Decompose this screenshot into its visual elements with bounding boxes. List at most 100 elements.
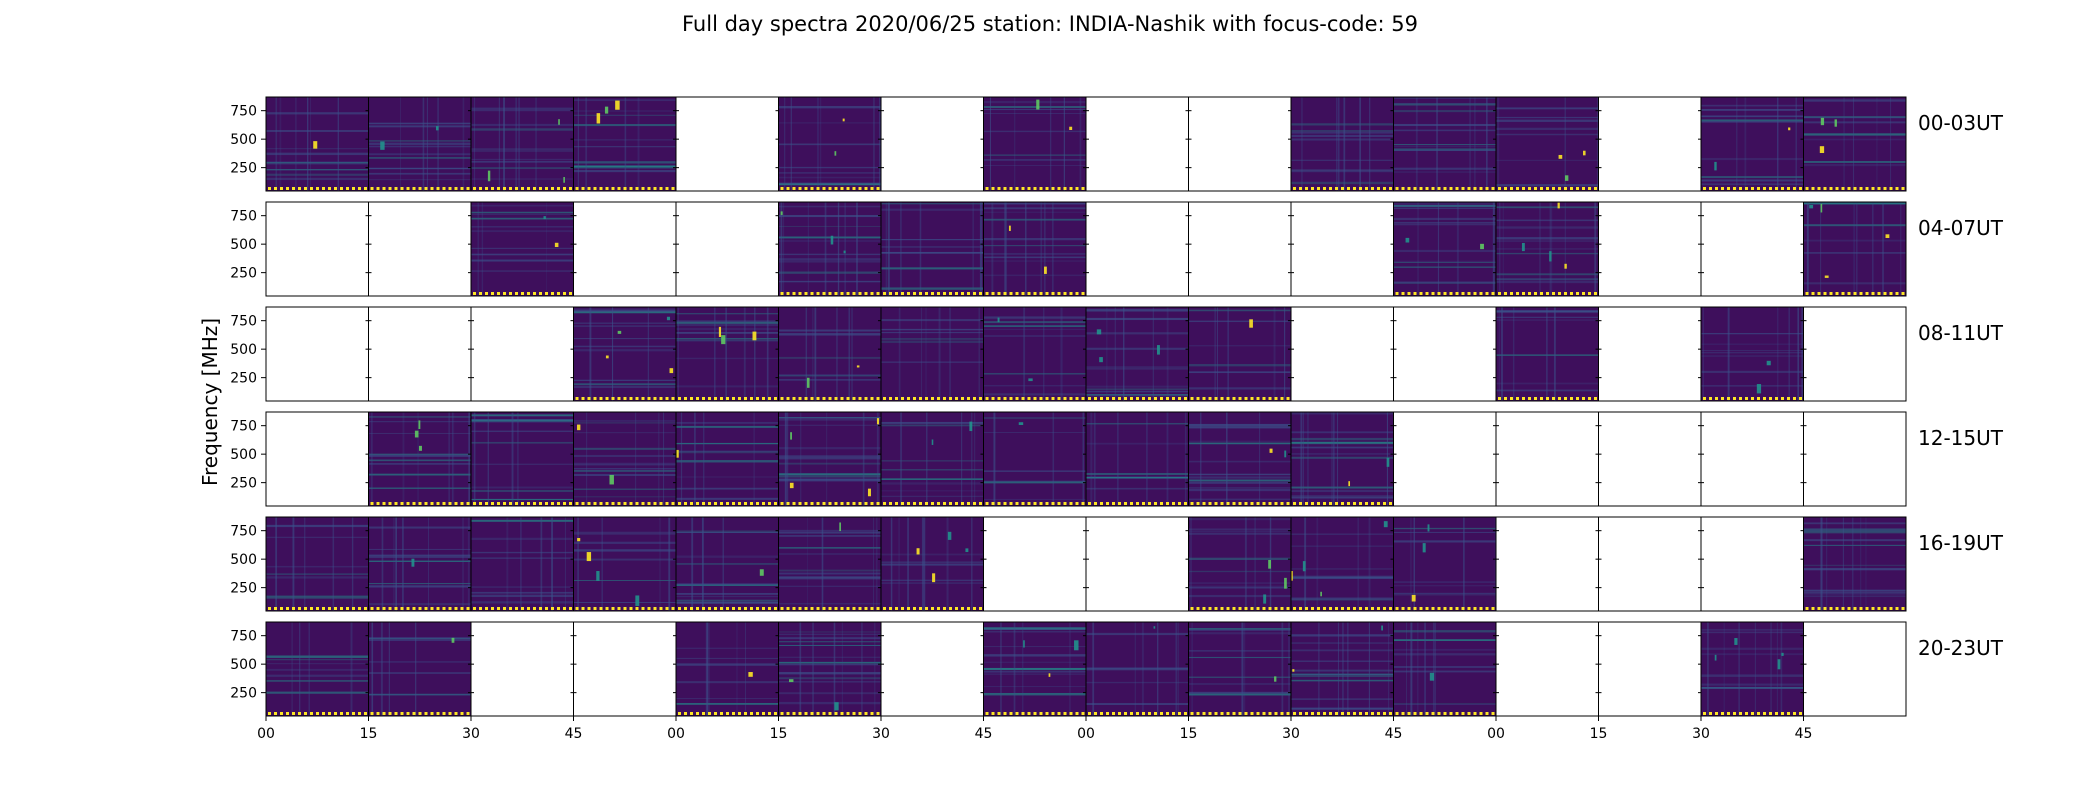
time-marker (864, 397, 868, 400)
time-marker (696, 502, 699, 505)
time-marker (1461, 187, 1465, 190)
time-marker (1021, 187, 1025, 190)
time-marker (1069, 712, 1073, 715)
spectrum-burst (605, 355, 609, 359)
time-marker (521, 292, 524, 295)
spectrum-panel (1086, 412, 1189, 506)
time-marker (1124, 397, 1127, 400)
time-marker (370, 502, 374, 505)
spectrum-panel (676, 517, 779, 611)
time-marker (714, 607, 717, 610)
time-marker (1491, 292, 1495, 295)
spectrum-band (1803, 522, 1906, 525)
spectrum-band (881, 319, 984, 322)
spectrum-burst (1268, 559, 1272, 569)
spectrum-band (1188, 693, 1291, 696)
panel-frame (1598, 201, 1702, 297)
spectrum-streak (1852, 97, 1855, 191)
time-marker (1823, 187, 1827, 190)
spectrum-background (881, 412, 984, 506)
spectrum-band (1393, 110, 1496, 113)
time-marker (1516, 397, 1519, 400)
spectrum-band (1291, 123, 1394, 126)
spectrum-band (573, 422, 676, 424)
time-marker (1280, 502, 1284, 505)
spectrum-band (1496, 116, 1599, 119)
spectrum-streak (1494, 517, 1496, 611)
time-marker (424, 187, 428, 190)
spectrum-streak (807, 517, 809, 611)
spectrum-burst (1249, 319, 1253, 328)
time-marker (1293, 187, 1296, 190)
panel-frame (1495, 516, 1599, 612)
time-marker (1021, 502, 1025, 505)
time-marker (726, 397, 729, 400)
spectrum-streak (380, 622, 383, 716)
x-tick-label: 30 (462, 726, 480, 742)
time-marker (629, 607, 633, 610)
spectrum-streak (601, 517, 603, 611)
time-marker (1244, 607, 1248, 610)
spectrum-background (1393, 622, 1496, 716)
spectrum-burst (596, 113, 601, 124)
spectrum-band (1393, 592, 1496, 595)
spectrum-streak (1184, 412, 1187, 506)
time-marker (1576, 397, 1579, 400)
spectrum-streak (1369, 97, 1371, 191)
time-marker (1027, 712, 1031, 715)
time-marker (436, 187, 440, 190)
spectrum-band (266, 169, 369, 171)
time-marker (901, 397, 904, 400)
time-marker (1262, 502, 1266, 505)
spectrum-streak (467, 517, 470, 611)
spectrum-band (676, 339, 779, 341)
spectrum-background (1496, 97, 1599, 191)
time-marker (1570, 187, 1573, 190)
y-tick-label: 250 (230, 161, 257, 177)
spectrum-streak (1842, 517, 1844, 611)
spectrum-band (1188, 594, 1291, 598)
spectrum-band (573, 470, 676, 472)
spectrum-streak (1013, 622, 1016, 716)
time-marker (1805, 187, 1809, 190)
spectrum-band (1291, 669, 1394, 672)
time-marker (563, 187, 566, 190)
time-marker (714, 502, 717, 505)
spectrum-burst (617, 330, 622, 334)
time-marker (1739, 397, 1742, 400)
time-marker (876, 292, 880, 295)
time-marker (786, 397, 790, 400)
spectrum-panel (778, 97, 881, 191)
spectrum-streak (1004, 202, 1007, 296)
time-marker (1015, 712, 1019, 715)
spectrum-band (778, 281, 881, 283)
time-marker (955, 397, 958, 400)
time-marker (659, 397, 663, 400)
spectrum-burst (1885, 234, 1890, 239)
spectrum-streak (860, 622, 863, 716)
spectrum-band (983, 668, 1086, 671)
spectrum-streak (477, 202, 479, 296)
spectrum-band (1803, 568, 1906, 571)
spectrum-band (881, 469, 984, 471)
spectrum-streak (448, 412, 450, 506)
time-marker (876, 187, 880, 190)
spectrum-band (573, 345, 676, 348)
panel-frame (1700, 201, 1804, 297)
time-marker (412, 607, 416, 610)
time-marker (1582, 187, 1585, 190)
spectrum-burst (577, 424, 581, 431)
spectrum-band (1188, 585, 1291, 588)
spectrum-band (778, 603, 881, 605)
time-marker (756, 502, 759, 505)
spectrum-streak (1090, 412, 1093, 506)
spectrum-panel (983, 622, 1086, 716)
time-marker (1256, 607, 1260, 610)
spectrum-band (1086, 667, 1189, 671)
time-marker (1063, 397, 1067, 400)
spectrum-band (778, 356, 881, 359)
spectrum-background (471, 412, 574, 506)
spectrum-burst (435, 126, 439, 131)
time-marker (430, 502, 434, 505)
spectrum-streak (585, 97, 588, 191)
